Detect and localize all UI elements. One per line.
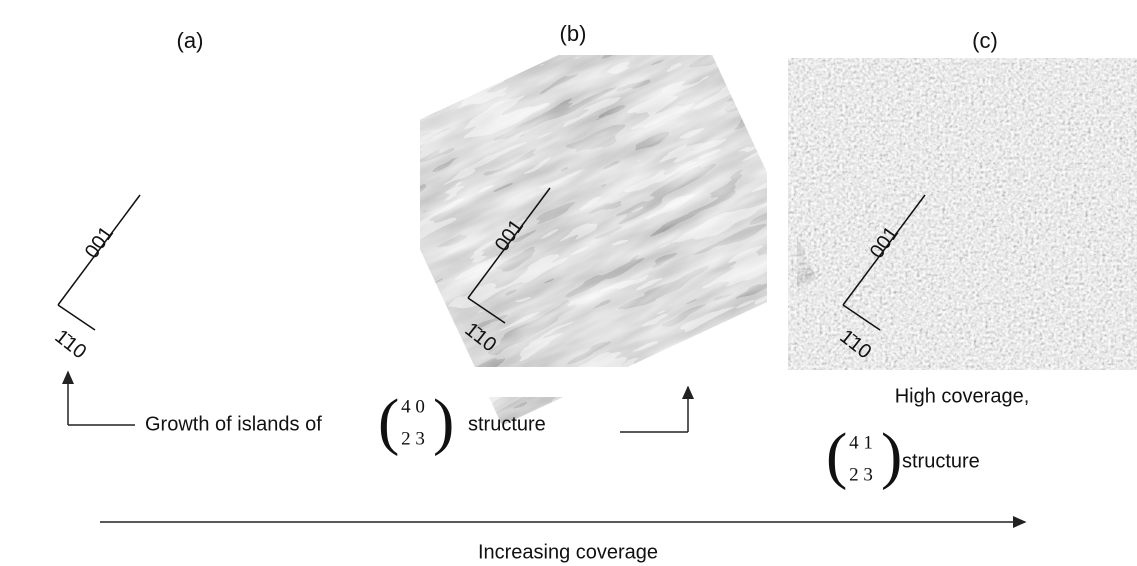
matrix-row: 4 0 bbox=[401, 396, 425, 417]
paren: ( bbox=[826, 420, 847, 491]
caption-suffix: structure bbox=[902, 450, 980, 472]
image-c bbox=[788, 58, 1137, 370]
matrix-row: 2 3 bbox=[849, 464, 873, 485]
paren: ( bbox=[378, 386, 399, 457]
paren: ) bbox=[881, 420, 902, 491]
panel-label: (c) bbox=[972, 28, 998, 53]
panel-label: (b) bbox=[560, 21, 587, 46]
image-b bbox=[0, 0, 817, 425]
figure: (a)0011̄10(b)0011̄10(c)0011̄10 Growth of… bbox=[0, 0, 1137, 566]
panel-label: (a) bbox=[177, 28, 204, 53]
caption-text: Growth of islands of bbox=[145, 413, 322, 435]
arrow-label: Increasing coverage bbox=[478, 541, 658, 563]
paren: ) bbox=[433, 386, 454, 457]
caption-suffix: structure bbox=[468, 413, 546, 435]
matrix-row: 4 1 bbox=[849, 432, 873, 453]
caption-text: High coverage, bbox=[895, 385, 1030, 407]
matrix-row: 2 3 bbox=[401, 428, 425, 449]
